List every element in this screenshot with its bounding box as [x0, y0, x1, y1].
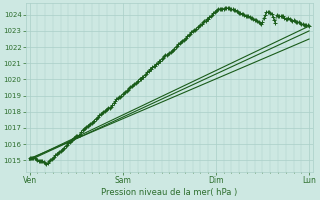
X-axis label: Pression niveau de la mer( hPa ): Pression niveau de la mer( hPa ) [101, 188, 237, 197]
